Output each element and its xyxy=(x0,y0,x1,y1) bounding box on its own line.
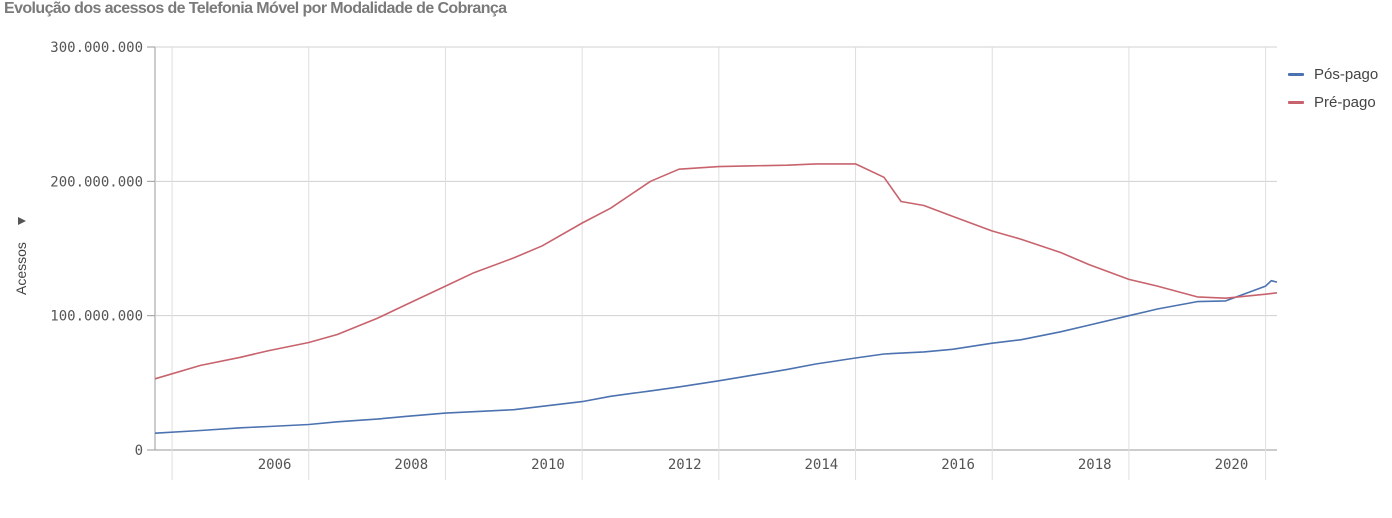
y-axis-label-group: Acessos xyxy=(13,217,29,295)
axis-expand-icon[interactable] xyxy=(18,217,26,225)
y-axis-label: Acessos xyxy=(13,242,29,295)
x-tick-label: 2006 xyxy=(258,457,292,473)
y-tick-label: 200.000.000 xyxy=(50,174,143,190)
chart-title: Evolução dos acessos de Telefonia Móvel … xyxy=(4,0,507,17)
series-line-pos-pago xyxy=(154,279,1278,434)
x-tick-label: 2016 xyxy=(941,457,975,473)
x-tick-label: 2008 xyxy=(394,457,428,473)
x-tick-label: 2018 xyxy=(1078,457,1112,473)
legend-swatch-pre-pago xyxy=(1288,100,1304,104)
legend-item-pre-pago[interactable]: Pré-pago xyxy=(1288,88,1378,116)
legend-label-pos-pago: Pós-pago xyxy=(1314,65,1379,83)
y-tick-label: 100.000.000 xyxy=(50,309,143,325)
x-tick-label: 2010 xyxy=(531,457,565,473)
grid-lines xyxy=(147,46,1277,480)
legend: Pós-pago Pré-pago xyxy=(1288,60,1378,116)
legend-item-pos-pago[interactable]: Pós-pago xyxy=(1288,60,1378,88)
y-tick-label: 300.000.000 xyxy=(50,40,143,56)
x-tick-label: 2014 xyxy=(805,457,839,473)
series-line-pre-pago xyxy=(154,163,1278,380)
y-tick-label: 0 xyxy=(135,443,143,459)
x-tick-label: 2012 xyxy=(668,457,702,473)
legend-swatch-pos-pago xyxy=(1288,72,1304,76)
y-axis-ticks: 0 100.000.000 200.000.000 300.000.000 xyxy=(50,40,143,459)
legend-label-pre-pago: Pré-pago xyxy=(1314,93,1376,111)
series-lines xyxy=(154,163,1278,434)
x-tick-label: 2020 xyxy=(1215,457,1249,473)
x-axis-ticks: 2006 2008 2010 2012 2014 2016 2018 2020 xyxy=(258,457,1249,473)
